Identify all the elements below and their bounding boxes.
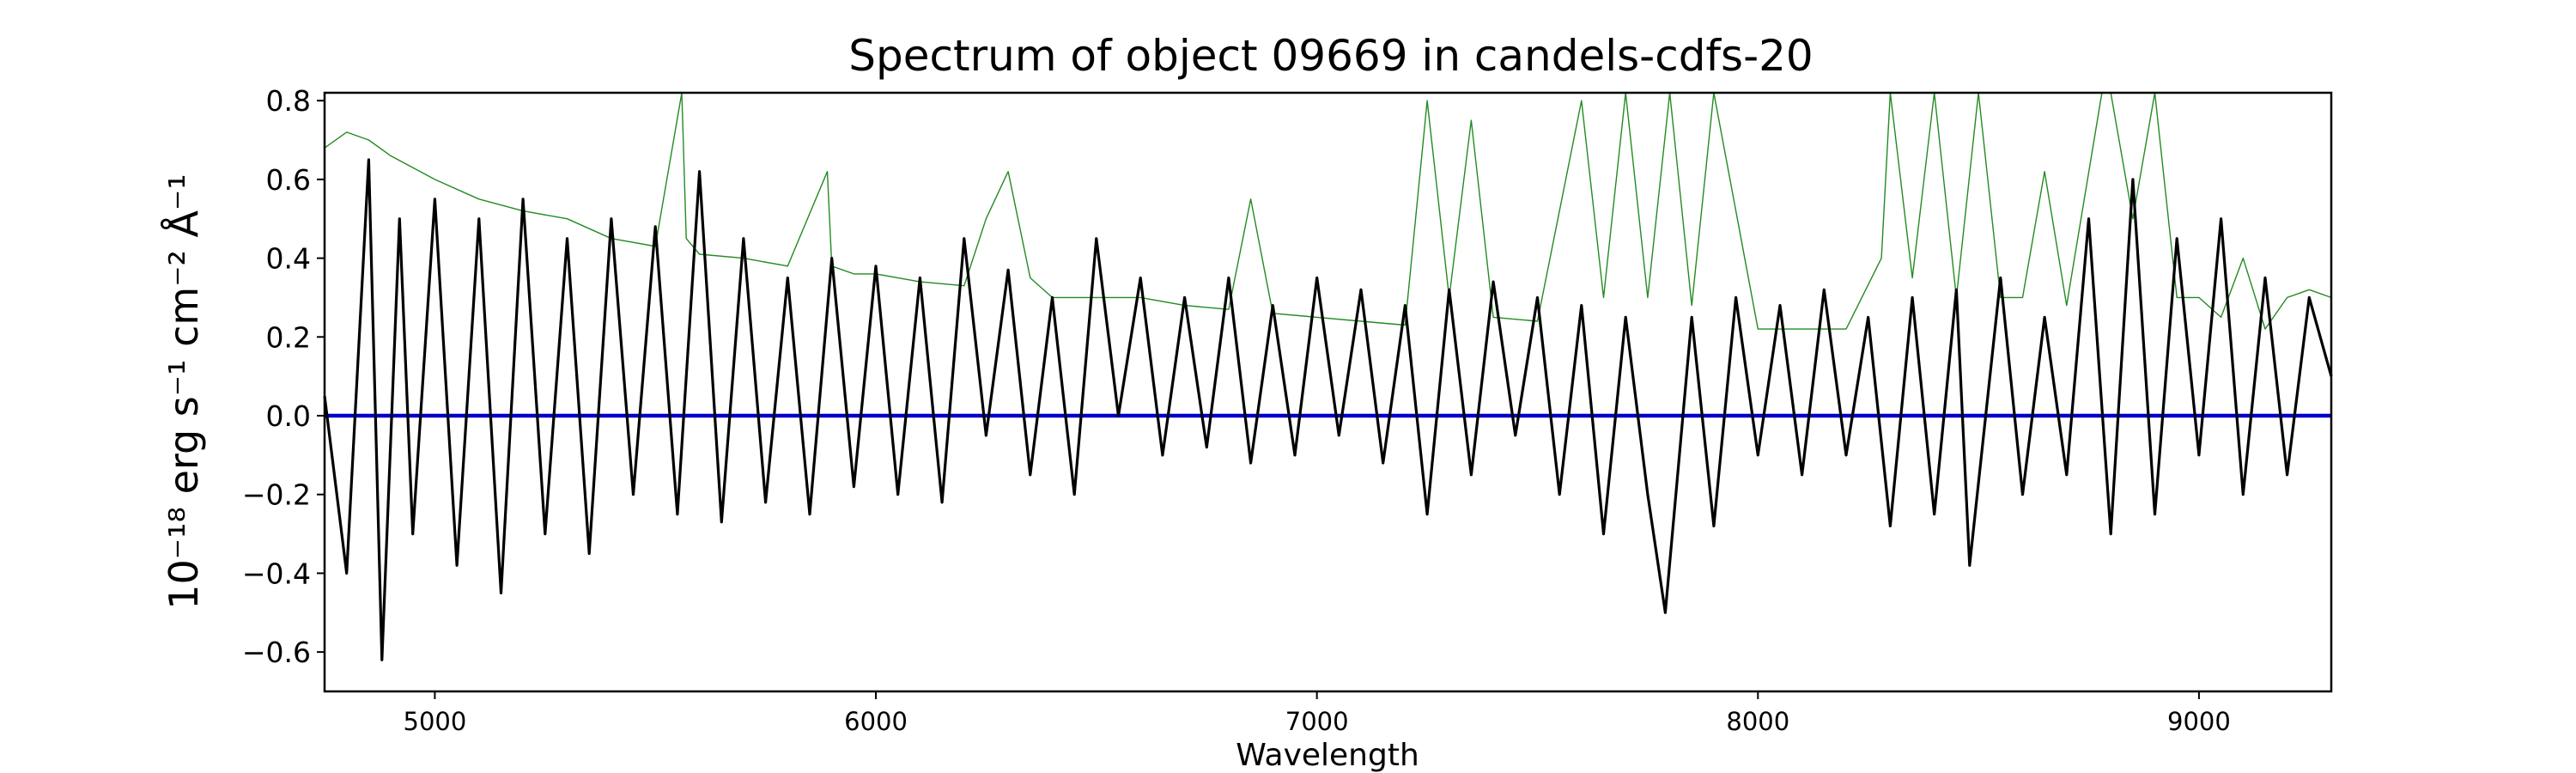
plot-area <box>323 92 2333 661</box>
y-tick-label: −0.6 <box>242 636 311 669</box>
x-tick-label: 7000 <box>1285 707 1349 736</box>
plot-frame <box>323 91 2333 693</box>
y-tick-label: 0.4 <box>266 242 311 276</box>
series-error-group <box>324 92 2332 330</box>
y-tick-label: 0.8 <box>266 84 311 118</box>
y-tick-label: 0.2 <box>266 320 311 354</box>
series-line-flux <box>323 158 2333 661</box>
y-tick-label: −0.2 <box>242 478 311 512</box>
y-tick-label: 0.6 <box>266 163 311 197</box>
x-axis-ticks: 5000 6000 7000 8000 9000 <box>404 691 2231 736</box>
x-axis-label: Wavelength <box>1236 738 1419 773</box>
x-tick-label: 6000 <box>844 707 908 736</box>
x-tick-label: 9000 <box>2167 707 2231 736</box>
series-flux-group <box>323 158 2333 661</box>
x-tick-label: 5000 <box>404 707 467 736</box>
chart-title: Spectrum of object 09669 in candels-cdfs… <box>848 31 1814 81</box>
y-axis-label: 10⁻¹⁸ erg s⁻¹ cm⁻² Å⁻¹ <box>161 173 207 609</box>
y-tick-label: 0.0 <box>266 399 311 433</box>
y-tick-label: −0.4 <box>242 557 311 590</box>
series-line-error <box>324 92 2332 330</box>
y-axis-ticks: −0.6 −0.4 −0.2 0.0 0.2 0.4 0.6 0.8 <box>242 84 325 669</box>
x-tick-label: 8000 <box>1726 707 1789 736</box>
